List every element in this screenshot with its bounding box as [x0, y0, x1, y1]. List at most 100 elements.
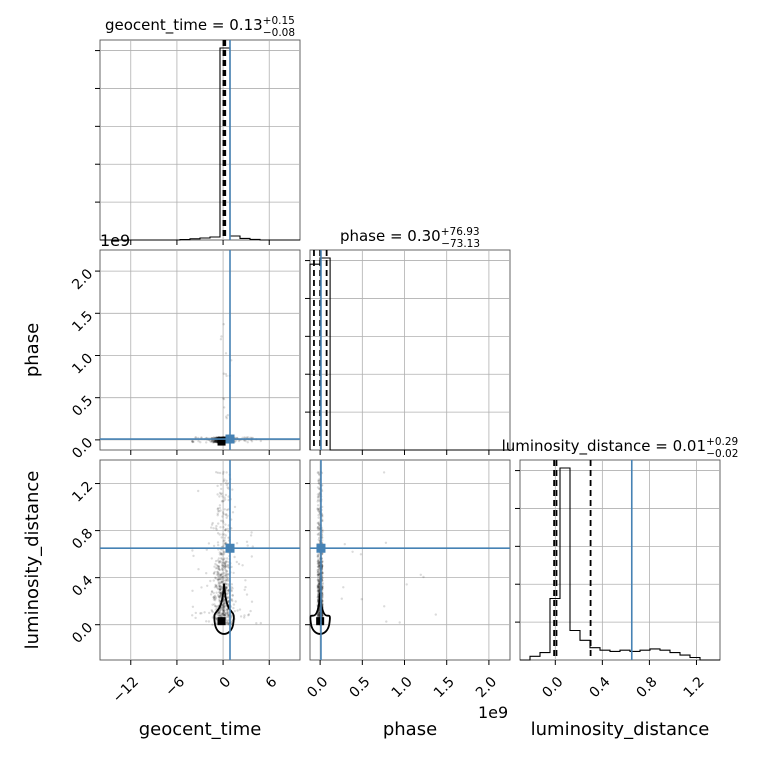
sample-point	[209, 579, 212, 583]
sample-point	[318, 511, 321, 514]
sample-point	[225, 516, 228, 519]
sample-point	[318, 568, 321, 571]
sample-point	[224, 579, 227, 582]
sample-point	[213, 594, 217, 597]
sample-point	[223, 614, 226, 618]
sample-point	[316, 554, 320, 558]
sample-point	[221, 563, 224, 566]
sample-point	[318, 508, 321, 511]
sample-point	[316, 521, 319, 525]
sample-point	[316, 571, 319, 574]
sample-point	[210, 439, 214, 442]
sample-point	[218, 587, 222, 591]
sample-point	[219, 592, 222, 595]
sample-point	[216, 507, 220, 510]
sample-point	[318, 613, 321, 616]
sample-point	[191, 440, 195, 443]
sample-point	[209, 440, 212, 443]
sample-point	[317, 479, 320, 483]
sample-point	[321, 576, 324, 580]
sample-point	[213, 440, 216, 444]
title-value: geocent_time = 0.13	[105, 16, 263, 35]
sample-point	[222, 572, 225, 575]
sample-point	[223, 478, 226, 481]
title-value: phase = 0.30	[340, 227, 441, 245]
sample-point	[247, 436, 250, 439]
sample-point	[220, 585, 223, 588]
sample-point	[216, 570, 219, 574]
sample-point	[316, 554, 319, 558]
sample-point	[222, 479, 225, 483]
sample-point	[235, 560, 238, 564]
sample-point	[216, 541, 220, 544]
sample-point	[217, 575, 220, 579]
sample-point	[234, 439, 237, 443]
sample-point	[233, 505, 237, 509]
sample-point	[224, 604, 227, 608]
sample-point	[317, 586, 320, 590]
sample-point	[217, 595, 220, 598]
sample-point	[317, 579, 320, 583]
tick-marks	[95, 50, 697, 665]
sample-point	[215, 564, 218, 567]
sample-point	[230, 589, 233, 593]
histogram-luminosity_distance	[520, 467, 720, 661]
sample-point	[223, 605, 226, 608]
sample-point	[217, 557, 221, 560]
title-lower-error: −0.02	[706, 448, 738, 460]
y-tick-label-phase: 0.5	[69, 393, 96, 420]
sample-point	[225, 483, 229, 487]
sample-point	[211, 603, 214, 606]
offset-text-phase-x: 1e9	[478, 703, 508, 722]
sample-point	[211, 441, 214, 444]
sample-point	[222, 598, 225, 601]
sample-point	[222, 608, 225, 612]
sample-point	[225, 609, 228, 612]
sample-point	[214, 439, 217, 443]
sample-point	[316, 508, 319, 511]
sample-point	[321, 530, 324, 533]
x-axis-label-geocent-time: geocent_time	[139, 719, 262, 740]
sample-point	[317, 538, 320, 541]
sample-point	[316, 596, 319, 599]
sample-point	[316, 574, 320, 577]
median-marker	[217, 437, 226, 446]
sample-point	[197, 489, 200, 493]
sample-point	[246, 441, 249, 444]
sample-point	[219, 593, 223, 596]
x-tick-label-luminosity_distance: 0.8	[634, 674, 661, 701]
sample-point	[317, 495, 321, 498]
sample-point	[212, 591, 215, 595]
sample-point	[317, 586, 320, 589]
sample-point	[214, 562, 217, 566]
sample-point	[226, 615, 229, 618]
sample-point	[225, 582, 228, 585]
sample-point	[342, 586, 345, 589]
sample-point	[220, 590, 223, 594]
sample-point	[222, 579, 225, 582]
sample-point	[316, 568, 320, 572]
sample-point	[226, 573, 229, 576]
sample-point	[243, 616, 246, 619]
sample-point	[317, 509, 320, 512]
sample-point	[317, 594, 320, 597]
sample-point	[214, 577, 218, 580]
sample-point	[230, 586, 233, 589]
sample-point	[317, 610, 321, 614]
sample-point	[216, 566, 219, 570]
sample-point	[217, 567, 220, 570]
sample-point	[316, 615, 320, 618]
sample-point	[226, 579, 230, 582]
sample-point	[316, 553, 320, 556]
sample-point	[226, 621, 229, 624]
sample-point	[222, 605, 225, 608]
sample-point	[224, 565, 227, 568]
sample-point	[316, 493, 320, 496]
sample-point	[227, 622, 230, 625]
sample-point	[234, 600, 237, 603]
sample-point	[212, 572, 216, 575]
sample-point	[200, 612, 203, 615]
sample-point	[223, 542, 226, 545]
sample-point	[316, 589, 319, 593]
sample-point	[237, 439, 241, 443]
